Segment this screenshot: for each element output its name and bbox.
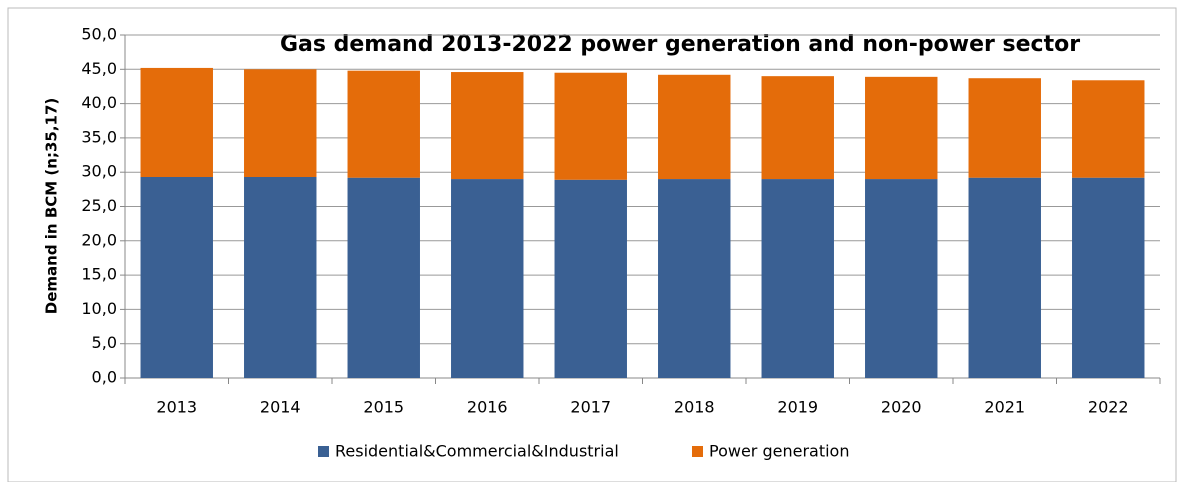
legend-label: Power generation [709, 442, 849, 461]
x-tick-label: 2019 [777, 398, 818, 417]
legend-swatch [692, 446, 703, 457]
x-tick-label: 2015 [363, 398, 404, 417]
bar-segment [658, 179, 731, 378]
y-tick-label: 45,0 [81, 59, 117, 78]
bar-segment [865, 76, 938, 180]
y-tick-label: 30,0 [81, 162, 117, 181]
y-tick-label: 5,0 [92, 333, 117, 352]
y-tick-label: 40,0 [81, 93, 117, 112]
bar-segment [968, 78, 1041, 178]
bar-segment [865, 179, 938, 378]
y-tick-label: 50,0 [81, 25, 117, 44]
bar-segment [1072, 80, 1145, 178]
y-tick-label: 35,0 [81, 127, 117, 146]
y-tick-label: 25,0 [81, 196, 117, 215]
bar-segment [761, 76, 834, 180]
legend-swatch [318, 446, 329, 457]
y-tick-label: 10,0 [81, 299, 117, 318]
bar-segment [451, 179, 524, 378]
chart-title: Gas demand 2013-2022 power generation an… [280, 32, 1080, 57]
y-tick-label: 20,0 [81, 230, 117, 249]
legend-label: Residential&Commercial&Industrial [335, 442, 619, 461]
x-tick-label: 2021 [984, 398, 1025, 417]
bar-segment [761, 179, 834, 378]
x-tick-label: 2013 [156, 398, 197, 417]
bar-segment [244, 69, 317, 178]
bar-segment [347, 70, 420, 178]
bar-segment [244, 177, 317, 378]
bar-segment [554, 72, 627, 180]
bar-segment [658, 74, 731, 180]
bar-segment [1072, 177, 1145, 378]
x-tick-label: 2016 [467, 398, 508, 417]
bar-segment [968, 177, 1041, 378]
x-tick-label: 2020 [881, 398, 922, 417]
bar-segment [140, 177, 213, 378]
y-tick-label: 15,0 [81, 265, 117, 284]
bar-segment [451, 72, 524, 180]
bar-segment [140, 67, 213, 178]
x-tick-label: 2022 [1088, 398, 1129, 417]
bar-segment [554, 179, 627, 378]
y-tick-label: 0,0 [92, 368, 117, 387]
x-tick-label: 2018 [674, 398, 715, 417]
bar-segment [347, 177, 420, 378]
x-tick-label: 2014 [260, 398, 301, 417]
x-tick-label: 2017 [570, 398, 611, 417]
y-axis-label: Demand in BCM (n;35,17) [43, 98, 61, 314]
